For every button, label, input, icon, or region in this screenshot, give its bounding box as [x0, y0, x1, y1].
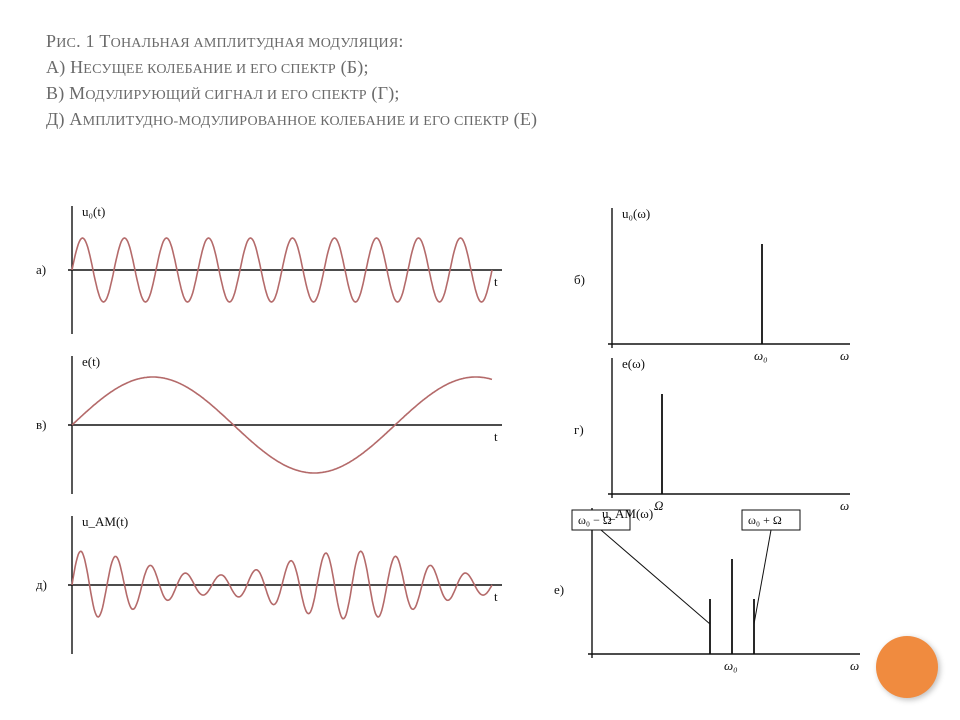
- panel-d: д) u_AM(t)t: [32, 510, 512, 660]
- svg-text:ω₀: ω₀: [724, 658, 738, 673]
- svg-text:u_AM(ω): u_AM(ω): [602, 506, 653, 521]
- panel-g: Ωг)e(ω)ω: [572, 350, 862, 520]
- figure-caption: РИС. 1 ТОНАЛЬНАЯ АМПЛИТУДНАЯ МОДУЛЯЦИЯ: …: [0, 0, 960, 142]
- decorative-circle: [876, 636, 938, 698]
- svg-text:д): д): [36, 577, 47, 592]
- svg-text:а): а): [36, 262, 46, 277]
- panel-v: в) e(t) t: [32, 350, 512, 500]
- figure-panels: а)u₀(t)tω₀б)u₀(ω)ωв)e(t)tΩг)e(ω)ωд)u_AM(…: [32, 200, 922, 690]
- svg-text:ω: ω: [850, 658, 859, 673]
- svg-text:е): е): [554, 582, 564, 597]
- svg-text:u₀(ω): u₀(ω): [622, 206, 650, 221]
- svg-text:б): б): [574, 272, 585, 287]
- svg-text:в): в): [36, 417, 46, 432]
- svg-text:t: t: [494, 589, 498, 604]
- svg-text:г): г): [574, 422, 584, 437]
- svg-text:e(t): e(t): [82, 354, 100, 369]
- svg-text:t: t: [494, 274, 498, 289]
- svg-text:t: t: [494, 429, 498, 444]
- svg-text:e(ω): e(ω): [622, 356, 645, 371]
- panel-e: ω₀ω₀ − Ωω₀ + Ωе)u_AM(ω)ω: [552, 500, 872, 680]
- svg-text:u_AM(t): u_AM(t): [82, 514, 128, 529]
- svg-text:u₀(t): u₀(t): [82, 204, 105, 219]
- panel-b: ω₀б)u₀(ω)ω: [572, 200, 862, 370]
- svg-text:ω₀ + Ω: ω₀ + Ω: [748, 513, 782, 527]
- panel-a: а) u₀(t) t: [32, 200, 512, 340]
